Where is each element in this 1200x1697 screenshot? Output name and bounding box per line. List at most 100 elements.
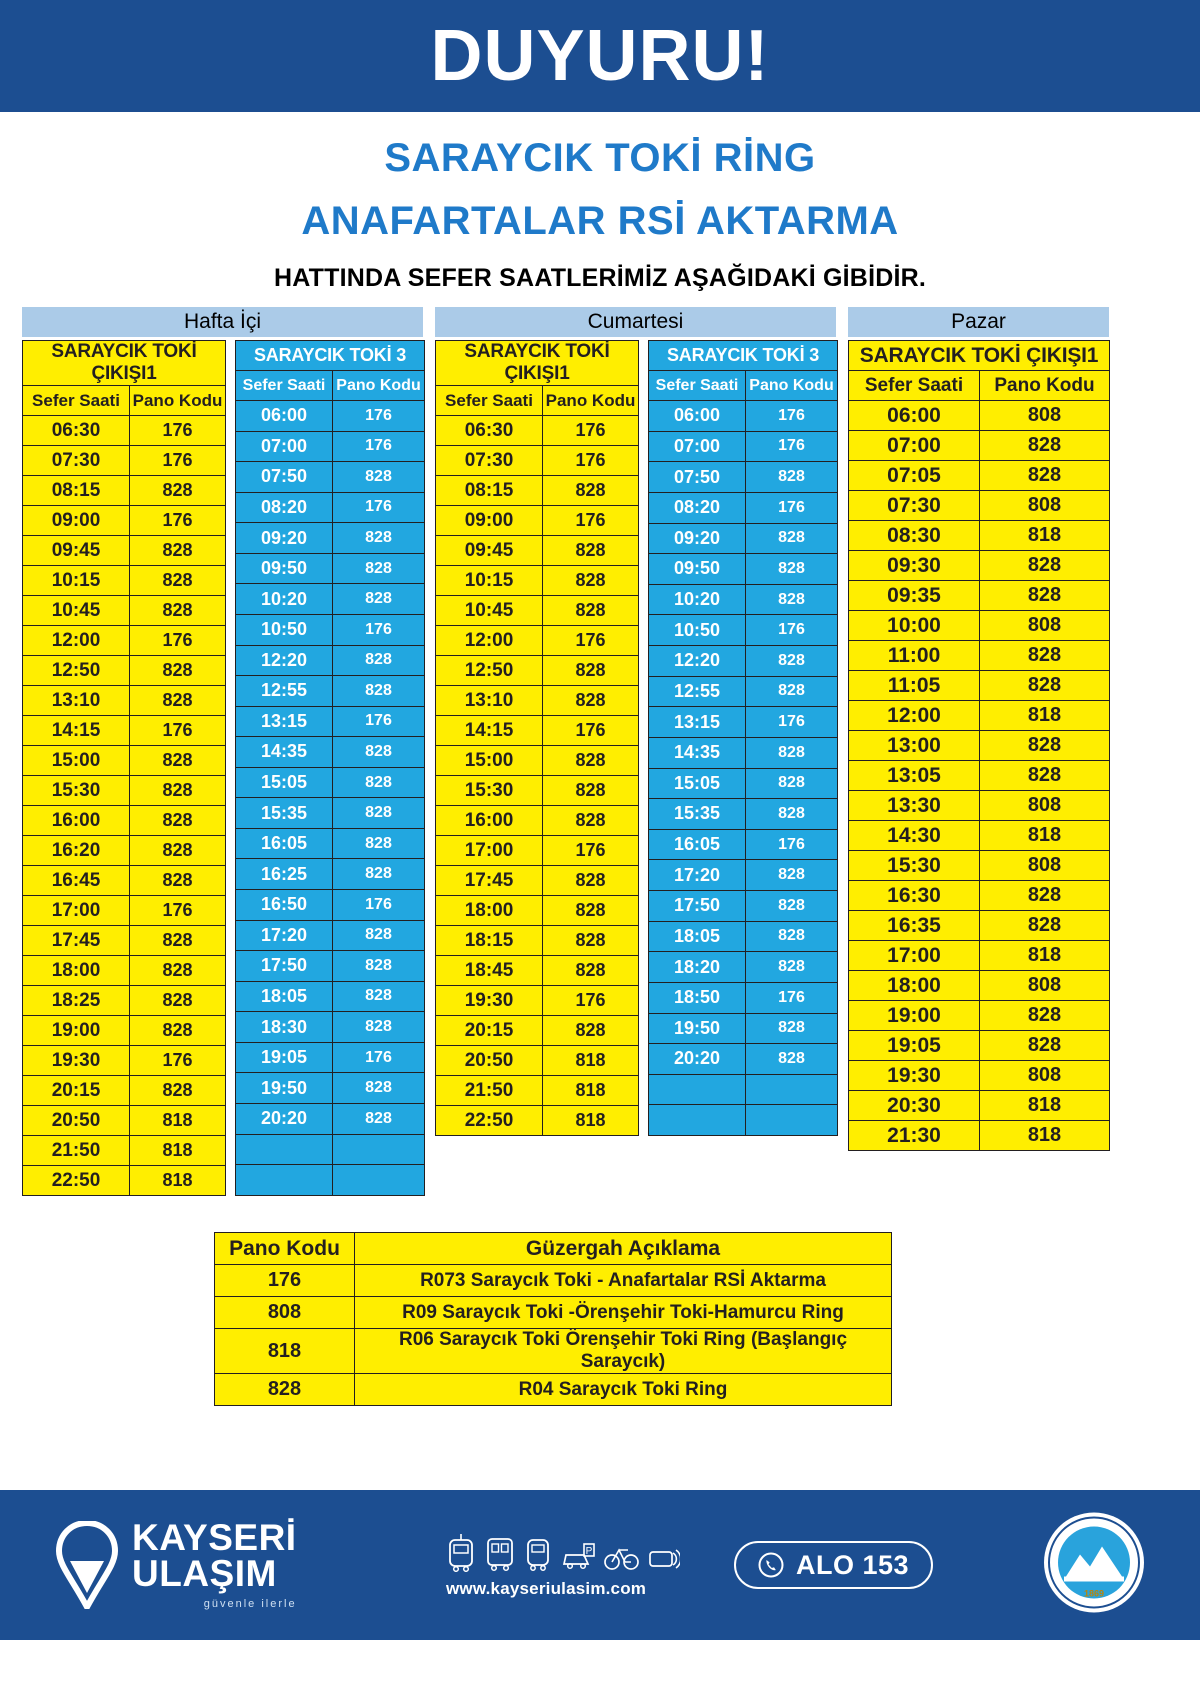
cell-departure-time: 09:50 [648, 553, 746, 585]
table-row: 19:50 828 [235, 1072, 425, 1104]
table-row: 09:00 176 [435, 505, 639, 536]
table-row: 20:50 818 [22, 1105, 226, 1136]
table-row [648, 1073, 838, 1106]
table-row: 20:30 818 [848, 1090, 1110, 1121]
table-row: 07:30 176 [22, 445, 226, 476]
table-row: 19:05 176 [235, 1041, 425, 1074]
cell-pano-code: 828 [332, 1102, 425, 1135]
legend-header-code: Pano Kodu [214, 1232, 355, 1265]
brand-tagline: güvenle ilerle [203, 1598, 297, 1611]
cell-pano-code: 828 [332, 522, 425, 554]
day-label: Cumartesi [435, 307, 836, 337]
legend-row: 828 R04 Saraycık Toki Ring [214, 1373, 892, 1406]
cell-pano-code: 828 [129, 925, 226, 956]
cell-departure-time: 16:25 [235, 858, 333, 890]
cell-departure-time: 12:00 [848, 700, 980, 731]
table-row: 18:15 828 [435, 925, 639, 956]
cell-departure-time: 13:30 [848, 790, 980, 821]
cell-pano-code: 828 [745, 1043, 838, 1075]
cell-departure-time: 06:30 [435, 415, 543, 446]
cell-pano-code: 176 [542, 415, 639, 446]
day-tables: SARAYCIK TOKİ ÇIKIŞI1 Sefer Saati Pano Kod… [22, 340, 425, 1196]
table-header-row: Sefer Saati Pano Kodu [235, 370, 425, 401]
table-row: 16:00 828 [435, 805, 639, 836]
table-row: 11:05 828 [848, 670, 1110, 701]
cell-departure-time: 13:10 [435, 685, 543, 716]
cell-pano-code: 828 [332, 583, 425, 615]
cell-pano-code: 818 [129, 1165, 226, 1196]
cell-departure-time: 19:30 [22, 1045, 130, 1076]
table-row: 10:00 808 [848, 610, 1110, 641]
cell-departure-time: 09:20 [235, 522, 333, 554]
cell-departure-time: 19:50 [648, 1012, 746, 1045]
cell-pano-code: 176 [542, 625, 639, 656]
table-row: 17:50 828 [235, 950, 425, 982]
website-url[interactable]: www.kayseriulasim.com [446, 1578, 647, 1598]
day-label: Pazar [848, 307, 1109, 337]
table-row: 20:15 828 [22, 1075, 226, 1106]
cell-pano-code: 828 [332, 552, 425, 585]
cell-departure-time: 19:00 [848, 1000, 980, 1031]
cell-departure-time: 09:00 [22, 505, 130, 536]
table-row: 17:20 828 [235, 919, 425, 952]
cell-departure-time: 12:50 [435, 655, 543, 686]
table-title: SARAYCIK TOKİ ÇIKIŞI1 [435, 340, 639, 386]
cell-pano-code: 828 [542, 655, 639, 686]
cell-departure-time: 06:00 [848, 400, 980, 431]
cell-departure-time: 21:50 [22, 1135, 130, 1166]
cell-departure-time: 12:00 [435, 625, 543, 656]
table-row: 16:05 176 [648, 828, 838, 861]
cell-departure-time: 18:30 [235, 1011, 333, 1043]
cell-pano-code: 176 [745, 706, 838, 738]
cell-departure-time: 16:05 [235, 827, 333, 860]
cell-departure-time: 14:30 [848, 820, 980, 851]
table-row: 14:15 176 [22, 715, 226, 746]
table-row: 17:00 176 [435, 835, 639, 866]
cell-departure-time: 09:30 [848, 550, 980, 581]
table-row: 16:25 828 [235, 858, 425, 890]
cell-pano-code: 828 [979, 430, 1110, 461]
cell-departure-time: 18:00 [22, 955, 130, 986]
cell-pano-code: 176 [129, 895, 226, 926]
cell-pano-code: 828 [332, 461, 425, 493]
table-title-row: SARAYCIK TOKİ 3 [648, 340, 838, 371]
cell-pano-code: 176 [542, 505, 639, 536]
hotline-badge[interactable]: ALO 153 [734, 1541, 934, 1589]
cell-departure-time: 15:05 [648, 767, 746, 800]
table-row: 08:15 828 [435, 475, 639, 506]
table-row: 17:50 828 [648, 890, 838, 922]
table-row: 15:30 828 [22, 775, 226, 806]
cell-departure-time: 15:30 [435, 775, 543, 806]
municipality-seal-icon: 1869 [1044, 1512, 1144, 1613]
table-row: 10:45 828 [435, 595, 639, 626]
cell-pano-code: 818 [979, 1090, 1110, 1121]
cell-pano-code: 828 [542, 475, 639, 506]
table-row: 14:30 818 [848, 820, 1110, 851]
cell-departure-time: 12:50 [22, 655, 130, 686]
announcement-banner: DUYURU! [0, 0, 1200, 112]
table-title-row: SARAYCIK TOKİ ÇIKIŞI1 [848, 340, 1110, 371]
cell-departure-time: 16:00 [435, 805, 543, 836]
cell-departure-time: 10:45 [22, 595, 130, 626]
cell-pano-code: 176 [745, 614, 838, 646]
table-row: 18:30 828 [235, 1011, 425, 1043]
cell-departure-time: 22:50 [22, 1165, 130, 1196]
cell-departure-time: 13:05 [848, 760, 980, 791]
cell-pano-code: 828 [745, 736, 838, 769]
cell-departure-time: 08:30 [848, 520, 980, 551]
table-row: 15:35 828 [235, 797, 425, 829]
table-row: 16:45 828 [22, 865, 226, 896]
cell-departure-time: 21:30 [848, 1120, 980, 1151]
table-row: 10:15 828 [22, 565, 226, 596]
cell-departure-time: 16:45 [22, 865, 130, 896]
legend-cell-desc: R06 Saraycık Toki Örenşehir Toki Ring (B… [354, 1328, 892, 1374]
cell-departure-time: 09:20 [648, 522, 746, 555]
table-row: 06:00 176 [235, 400, 425, 432]
cell-pano-code: 176 [332, 705, 425, 738]
cell-departure-time: 17:20 [235, 919, 333, 952]
table-row: 16:20 828 [22, 835, 226, 866]
cell-pano-code: 828 [129, 655, 226, 686]
cell-pano-code: 828 [979, 550, 1110, 581]
cell-pano-code: 828 [979, 1030, 1110, 1061]
cell-departure-time: 07:00 [235, 430, 333, 463]
